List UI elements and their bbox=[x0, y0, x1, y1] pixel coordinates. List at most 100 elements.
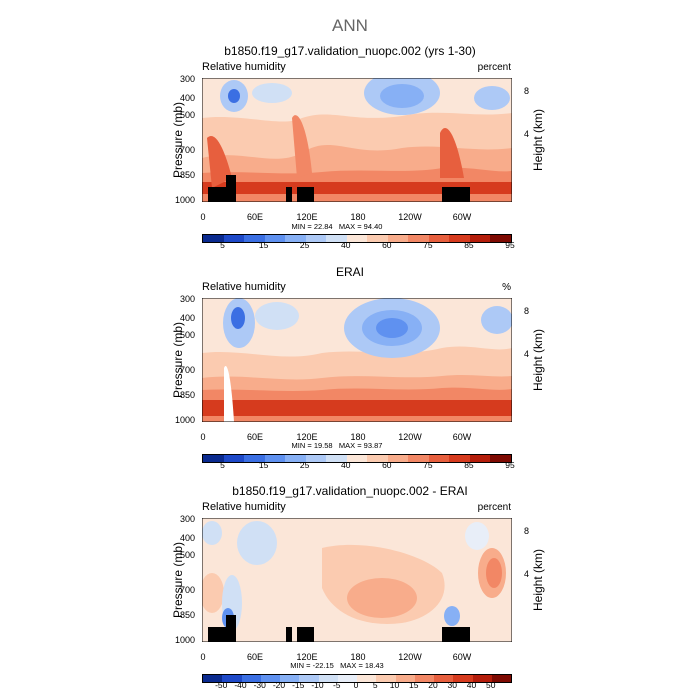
panel-1-height-title: Height (km) bbox=[531, 109, 545, 172]
colorbar-tick-label: 60 bbox=[382, 460, 392, 470]
panel-2-htick: 8 bbox=[524, 306, 530, 316]
panel-1-ytick: 300 bbox=[179, 74, 195, 84]
colorbar-swatch bbox=[241, 675, 261, 682]
colorbar-swatch bbox=[244, 455, 265, 462]
panel-1-ytick: 500 bbox=[179, 110, 195, 120]
panel-2-max: MAX = 93.87 bbox=[338, 441, 383, 450]
colorbar-tick-label: 60 bbox=[382, 240, 392, 250]
colorbar-tick-label: 5 bbox=[372, 680, 378, 690]
panel-1-variable-label: Relative humidity bbox=[202, 61, 286, 73]
panel-2-units: % bbox=[502, 282, 511, 293]
panel-2-xtick: 60E bbox=[246, 432, 263, 442]
panel-2-colorbar bbox=[202, 454, 512, 463]
colorbar-swatch bbox=[428, 455, 450, 462]
panel-2-plot bbox=[202, 298, 512, 422]
panel-1-min: MIN = 22.84 bbox=[291, 222, 333, 231]
colorbar-swatch bbox=[203, 235, 224, 242]
colorbar-tick-label: 40 bbox=[340, 460, 351, 470]
panel-3-height-title: Height (km) bbox=[531, 549, 545, 612]
panel-1-ytick: 700 bbox=[179, 145, 195, 155]
colorbar-tick-label: -20 bbox=[272, 680, 286, 690]
panel-1-minmax: MIN = 22.84 MAX = 94.40 bbox=[237, 222, 437, 231]
panel-1-dry-core-2 bbox=[380, 84, 424, 108]
panel-3-positive-core-3 bbox=[486, 558, 502, 588]
colorbar-tick-label: 5 bbox=[220, 240, 225, 250]
colorbar-tick-label: -50 bbox=[215, 680, 228, 690]
colorbar-tick-label: 25 bbox=[299, 460, 310, 470]
colorbar-swatch bbox=[469, 455, 491, 462]
panel-1-xtick: 60W bbox=[452, 212, 472, 222]
colorbar-swatch bbox=[469, 235, 491, 242]
panel-1-dry-patch-3 bbox=[474, 86, 510, 110]
panel-2-height-title: Height (km) bbox=[531, 329, 545, 392]
panel-3-htick: 4 bbox=[524, 569, 530, 579]
panel-2-xtick: 60W bbox=[452, 432, 472, 442]
colorbar-swatch bbox=[414, 675, 434, 682]
colorbar-swatch bbox=[434, 675, 454, 682]
panel-3-negative-core-3 bbox=[444, 606, 460, 626]
panel-2-contour-dry-column bbox=[224, 366, 234, 422]
panel-1-xtick: 60E bbox=[246, 212, 263, 222]
colorbar-swatch bbox=[490, 455, 511, 462]
panel-3-min: MIN = -22.15 bbox=[290, 661, 334, 670]
colorbar-tick-label: 10 bbox=[389, 680, 400, 690]
panel-3-units: percent bbox=[477, 502, 511, 513]
colorbar-swatch bbox=[326, 235, 347, 242]
colorbar-tick-label: 20 bbox=[428, 680, 438, 690]
colorbar-swatch bbox=[260, 675, 280, 682]
panel-1-topography-andes bbox=[442, 187, 470, 202]
colorbar-tick-label: 5 bbox=[220, 460, 225, 470]
colorbar-tick-label: 85 bbox=[464, 460, 474, 470]
colorbar-swatch bbox=[408, 455, 429, 462]
colorbar-tick-label: -15 bbox=[292, 680, 305, 690]
panel-3-xtick: 180 bbox=[350, 652, 366, 662]
panel-2-xtick: 120E bbox=[296, 432, 318, 442]
panel-3-xtick: 60E bbox=[246, 652, 263, 662]
panel-1-plot bbox=[202, 78, 512, 202]
colorbar-swatch bbox=[491, 675, 511, 682]
panel-2-ytick: 300 bbox=[179, 294, 195, 304]
panel-3-title: b1850.f19_g17.validation_nuopc.002 - ERA… bbox=[232, 484, 468, 498]
colorbar-swatch bbox=[285, 235, 306, 242]
colorbar-tick-label: -5 bbox=[332, 680, 341, 690]
panel-2-ytick: 850 bbox=[179, 390, 195, 400]
panel-3-xtick: 120E bbox=[296, 652, 318, 662]
panel-3-negative-region-3 bbox=[202, 521, 222, 545]
colorbar-swatch bbox=[367, 235, 388, 242]
panel-1-yaxis-title: Pressure (mb) bbox=[171, 102, 185, 179]
panel-2-title: ERAI bbox=[335, 265, 364, 279]
colorbar-swatch bbox=[305, 455, 327, 462]
colorbar-tick-label: 50 bbox=[486, 680, 496, 690]
panel-3-xtick: 60W bbox=[452, 652, 472, 662]
colorbar-tick-label: 15 bbox=[258, 240, 269, 250]
colorbar-swatch bbox=[395, 675, 415, 682]
panel-3-ytick: 850 bbox=[179, 610, 195, 620]
panel-3-max: MAX = 18.43 bbox=[340, 661, 384, 670]
panel-3-variable-label: Relative humidity bbox=[202, 501, 286, 513]
panel-3-topography-2 bbox=[297, 627, 314, 642]
panel-2-colorbar-ticks: 5 15 25 40 60 75 85 95 bbox=[202, 460, 515, 472]
colorbar-swatch bbox=[472, 675, 492, 682]
colorbar-tick-label: 30 bbox=[447, 680, 457, 690]
panel-3-yaxis-title: Pressure (mb) bbox=[171, 542, 185, 619]
colorbar-swatch bbox=[299, 675, 319, 682]
colorbar-swatch bbox=[449, 235, 470, 242]
panel-2-min: MIN = 19.58 bbox=[291, 441, 333, 450]
colorbar-swatch bbox=[223, 455, 245, 462]
figure-title: ANN bbox=[332, 16, 368, 35]
panel-2-dry-core-3 bbox=[376, 318, 408, 338]
panel-3-htick: 8 bbox=[524, 526, 530, 536]
colorbar-swatch bbox=[453, 675, 473, 682]
panel-2-ytick: 700 bbox=[179, 365, 195, 375]
panel-1-max: MAX = 94.40 bbox=[338, 222, 383, 231]
colorbar-tick-label: -30 bbox=[253, 680, 266, 690]
panel-3-positive-region-4 bbox=[202, 573, 224, 613]
panel-2-dry-core-1 bbox=[231, 307, 245, 329]
colorbar-swatch bbox=[387, 455, 409, 462]
panel-2-xtick: 120W bbox=[398, 432, 422, 442]
panel-3-ytick: 700 bbox=[179, 585, 195, 595]
panel-3-ytick: 400 bbox=[179, 533, 195, 543]
panel-3-negative-region-1 bbox=[237, 521, 277, 565]
panel-2-ytick: 1000 bbox=[174, 415, 195, 425]
panel-2-xtick: 180 bbox=[350, 432, 366, 442]
